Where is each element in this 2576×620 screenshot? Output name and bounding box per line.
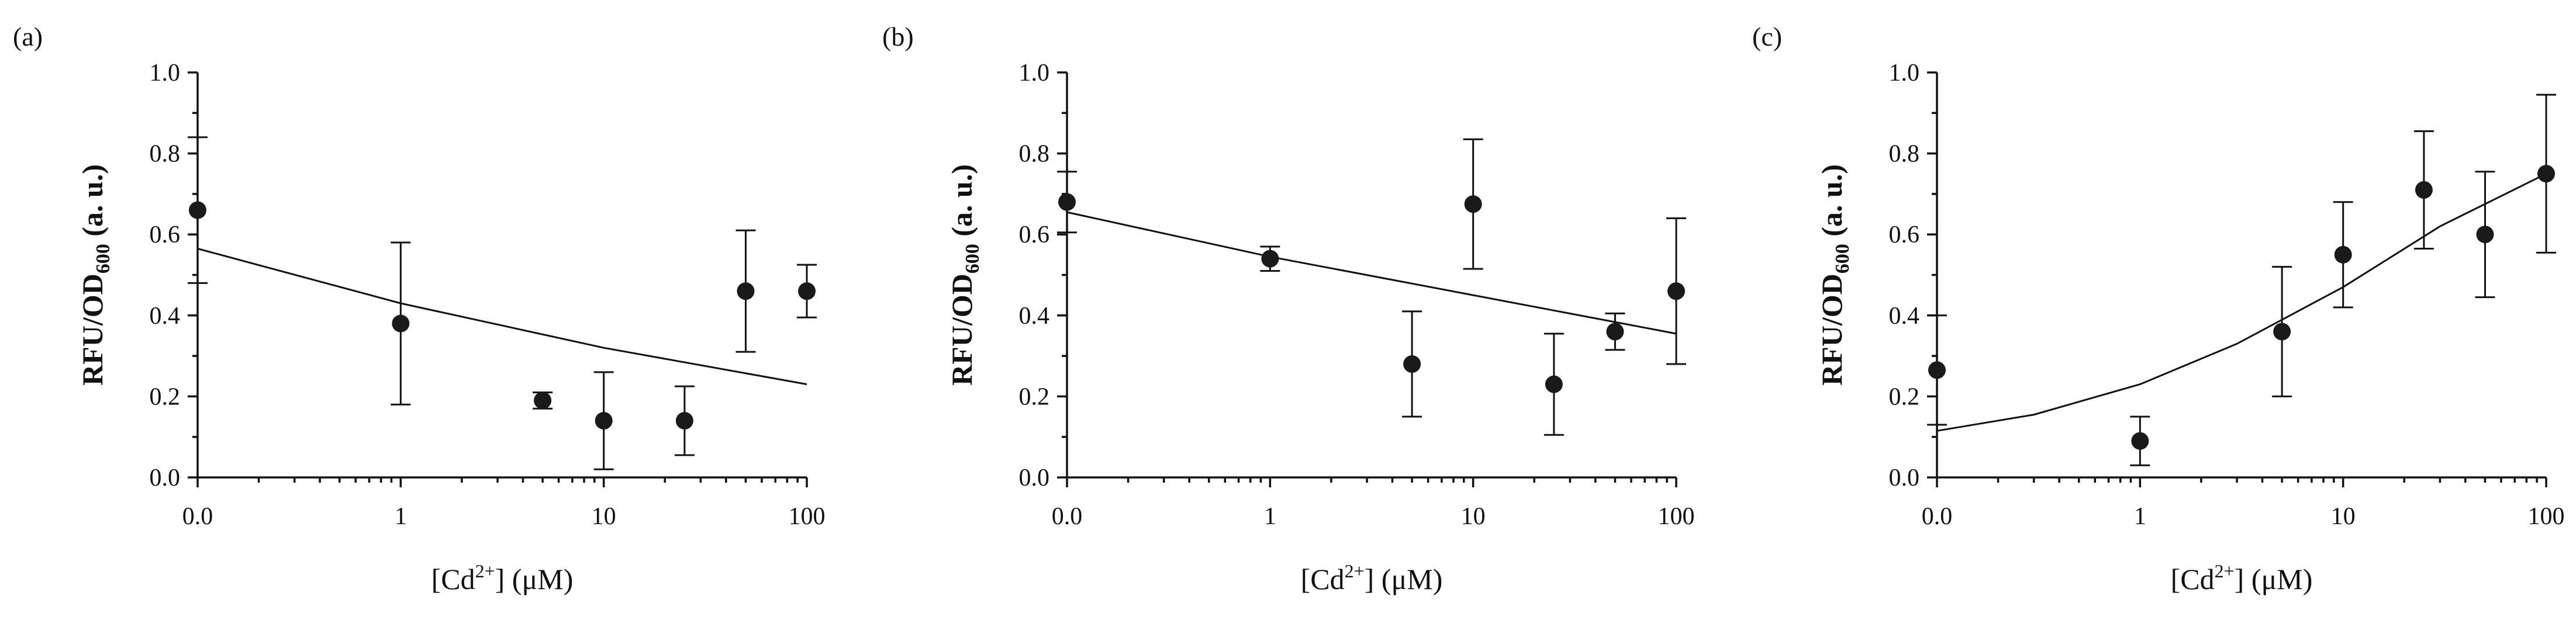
y-axis-label: RFU/OD600 (a. u.) [76, 164, 114, 386]
data-point [1545, 375, 1563, 393]
data-point [2415, 181, 2433, 199]
x-tick-label: 0.0 [1922, 503, 1953, 530]
x-label-part: ] (μM) [2235, 563, 2313, 595]
y-label-part: RFU/OD [945, 273, 978, 386]
y-tick-label: 0.6 [1019, 221, 1050, 248]
y-label-sub: 600 [962, 244, 983, 273]
data-point [1464, 195, 1482, 213]
x-axis-label: [Cd2+] (μM) [1301, 560, 1443, 595]
fit-line [197, 248, 807, 386]
x-tick-label: 1 [1264, 503, 1276, 530]
y-label-part: (a. u.) [76, 164, 109, 244]
y-label-part: RFU/OD [1815, 273, 1848, 386]
data-point [2273, 323, 2291, 341]
y-tick-label: 0.8 [150, 141, 181, 168]
y-tick-label: 1.0 [1019, 60, 1050, 86]
data-point [737, 282, 755, 300]
x-tick-label: 100 [1658, 503, 1695, 530]
y-axis-label: RFU/OD600 (a. u.) [945, 164, 983, 386]
y-tick-label: 0.2 [150, 383, 181, 410]
data-point [595, 411, 613, 430]
data-point [675, 411, 693, 430]
fit-line [1936, 172, 2547, 432]
y-tick-label: 0.6 [150, 221, 181, 248]
x-label-part: [Cd [431, 563, 475, 595]
y-label-part: (a. u.) [945, 164, 978, 244]
data-point [189, 201, 206, 219]
x-label-sup: 2+ [2215, 560, 2235, 581]
data-point [2537, 165, 2555, 183]
data-point [1606, 323, 1624, 341]
y-tick-label: 0.4 [150, 303, 181, 330]
y-tick-label: 0.8 [1889, 141, 1920, 168]
y-label-part: (a. u.) [1815, 164, 1848, 244]
y-tick-label: 0.4 [1889, 303, 1920, 330]
x-tick-label: 100 [2528, 503, 2565, 530]
x-label-sup: 2+ [475, 560, 495, 581]
y-tick-label: 1.0 [1889, 60, 1920, 86]
y-tick-label: 0.4 [1019, 303, 1050, 330]
y-label-part: RFU/OD [76, 273, 109, 386]
x-label-part: [Cd [1301, 563, 1345, 595]
x-tick-label: 0.0 [182, 503, 213, 530]
y-tick-label: 0.8 [1019, 141, 1050, 168]
panel-label: (c) [1752, 22, 1782, 51]
x-tick-label: 10 [2331, 503, 2356, 530]
x-axis-label: [Cd2+] (μM) [2171, 560, 2313, 595]
data-point [2476, 226, 2494, 244]
data-point [1058, 193, 1076, 211]
x-tick-label: 10 [592, 503, 616, 530]
x-label-part: ] (μM) [1365, 563, 1443, 595]
x-label-part: [Cd [2171, 563, 2215, 595]
y-tick-label: 0.0 [1019, 465, 1050, 491]
y-tick-label: 1.0 [150, 60, 181, 86]
x-tick-label: 10 [1461, 503, 1486, 530]
y-axis-label: RFU/OD600 (a. u.) [1815, 164, 1853, 386]
panel-label: (b) [882, 22, 914, 51]
data-point [2131, 432, 2149, 450]
data-point [392, 314, 410, 332]
y-label-sub: 600 [92, 244, 114, 273]
data-point [798, 282, 816, 300]
y-tick-label: 0.6 [1889, 221, 1920, 248]
x-tick-label: 1 [395, 503, 407, 530]
data-point [1667, 282, 1685, 300]
x-label-part: ] (μM) [495, 563, 574, 595]
x-tick-label: 1 [2134, 503, 2146, 530]
x-tick-label: 100 [789, 503, 826, 530]
y-label-sub: 600 [1832, 244, 1853, 273]
y-tick-label: 0.2 [1019, 383, 1050, 410]
fit-line [1066, 211, 1677, 335]
x-axis-label: [Cd2+] (μM) [431, 560, 574, 595]
y-tick-label: 0.0 [150, 465, 181, 491]
x-label-sup: 2+ [1345, 560, 1365, 581]
panel-label: (a) [13, 22, 43, 51]
data-point [1261, 250, 1279, 268]
x-tick-label: 0.0 [1052, 503, 1083, 530]
y-tick-label: 0.2 [1889, 383, 1920, 410]
data-point [1403, 355, 1421, 373]
y-tick-label: 0.0 [1889, 465, 1920, 491]
data-point [1928, 361, 1946, 379]
data-point [2334, 245, 2352, 264]
data-point [534, 392, 552, 410]
